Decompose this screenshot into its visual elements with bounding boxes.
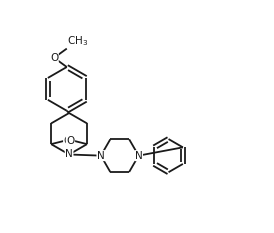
Text: N: N [135,151,142,161]
Text: O: O [64,136,72,146]
Text: CH$_3$: CH$_3$ [67,34,89,48]
Text: O: O [50,53,58,63]
Text: O: O [66,136,75,146]
Text: N: N [97,151,105,161]
Text: N: N [65,150,73,159]
